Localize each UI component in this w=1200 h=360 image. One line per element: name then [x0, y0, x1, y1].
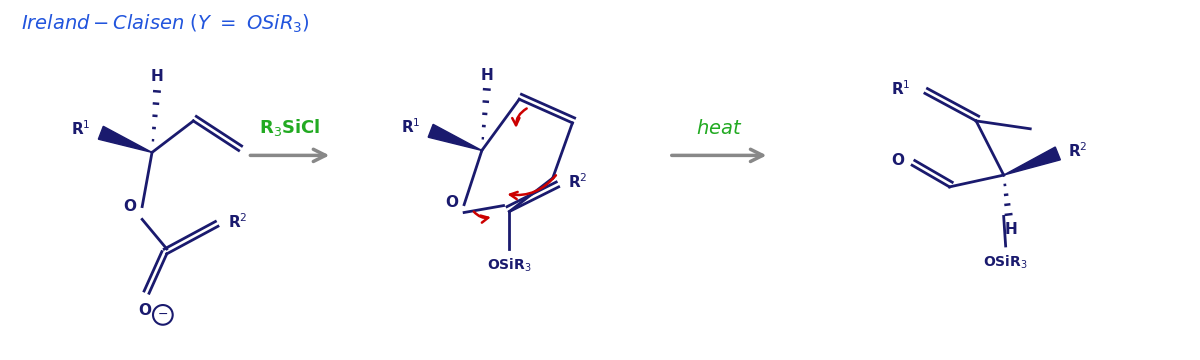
Text: $\mathit{heat}$: $\mathit{heat}$	[696, 119, 743, 138]
Text: H: H	[150, 69, 163, 85]
Text: R$^2$: R$^2$	[569, 172, 588, 191]
Text: O: O	[139, 303, 151, 318]
Text: $\mathit{Ireland-Claisen}$ $\mathit{(Y\ =\ OSiR_3)}$: $\mathit{Ireland-Claisen}$ $\mathit{(Y\ …	[22, 13, 310, 35]
Text: R$^1$: R$^1$	[71, 120, 91, 138]
Text: R$^2$: R$^2$	[1068, 141, 1087, 160]
Text: R$^2$: R$^2$	[228, 212, 247, 231]
Text: −: −	[157, 309, 168, 321]
Text: R$^1$: R$^1$	[401, 117, 421, 136]
Text: H: H	[1004, 222, 1016, 237]
Text: O: O	[892, 153, 905, 168]
Text: R$_3$SiCl: R$_3$SiCl	[259, 117, 320, 138]
Text: H: H	[480, 68, 493, 82]
Polygon shape	[98, 126, 152, 152]
Text: O: O	[445, 195, 458, 210]
Text: OSiR$_3$: OSiR$_3$	[983, 254, 1028, 271]
Text: OSiR$_3$: OSiR$_3$	[487, 257, 532, 274]
Polygon shape	[1003, 147, 1061, 175]
Text: R$^1$: R$^1$	[890, 79, 910, 98]
Polygon shape	[428, 124, 482, 150]
Text: O: O	[122, 199, 136, 214]
